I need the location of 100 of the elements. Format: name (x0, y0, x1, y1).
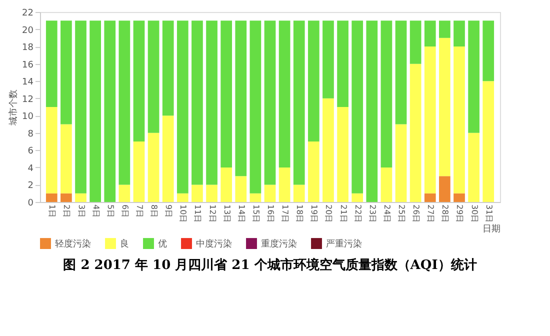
x-tick-label: 3日 (76, 204, 86, 218)
text: 图 2 2017 年 10 月四川省 21 个城市环境空气质量指数（AQI）统计 (63, 257, 477, 273)
x-tick-label: 21日 (338, 204, 348, 223)
bar (192, 184, 203, 202)
bar (133, 142, 145, 202)
x-tick-label: 5日 (106, 204, 115, 218)
bar (118, 20, 130, 185)
bar (352, 20, 364, 194)
bar (176, 193, 188, 202)
y-tick-label: 4 (28, 164, 34, 174)
legend-label: 重度污染 (261, 238, 297, 250)
y-tick-label: 16 (22, 60, 34, 70)
legend-label: 轻度污染 (55, 238, 91, 250)
x-tick-label: 18日 (295, 204, 304, 223)
bar (90, 20, 101, 202)
bar (104, 20, 116, 202)
x-tick-label: 8日 (150, 204, 159, 218)
bar (410, 20, 422, 64)
y-tick-label: 10 (22, 112, 34, 122)
x-tick-label: 11日 (193, 204, 202, 223)
y-tick-label: 20 (22, 26, 34, 36)
bar (454, 193, 465, 202)
legend-label: 严重污染 (326, 238, 362, 250)
x-tick-label: 25日 (397, 204, 406, 223)
legend-label: 优 (158, 238, 167, 250)
bar (322, 20, 334, 98)
bar (337, 107, 348, 202)
bar (278, 20, 290, 168)
bar (293, 20, 305, 185)
bar (264, 184, 276, 202)
bar (454, 20, 465, 47)
bar (395, 20, 407, 124)
x-tick-label: 30日 (470, 204, 479, 223)
x-tick-label: 31日 (484, 204, 494, 223)
bar (206, 20, 218, 185)
x-tick-label: 28日 (440, 204, 450, 223)
bar (264, 20, 276, 185)
bar (235, 176, 247, 202)
bar (308, 142, 320, 202)
bar (439, 176, 450, 202)
bar (220, 20, 232, 168)
bar (308, 20, 320, 142)
bar (322, 98, 334, 202)
bar (395, 124, 407, 202)
legend-label: 中度污染 (196, 238, 232, 250)
bar (46, 107, 58, 194)
bar (380, 167, 392, 202)
bar (60, 193, 72, 202)
bar (162, 116, 174, 202)
legend-label: 良 (120, 238, 129, 250)
bar (468, 20, 480, 133)
x-tick-label: 16日 (266, 204, 275, 223)
y-tick-label: 0 (28, 198, 34, 208)
x-tick-label: 1日 (48, 204, 57, 218)
bar (439, 38, 450, 176)
x-tick-label: 29日 (455, 204, 464, 223)
x-tick-label: 12日 (208, 204, 217, 223)
bar (410, 64, 422, 202)
x-tick-label: 17日 (280, 204, 290, 223)
bar (220, 167, 232, 202)
x-tick-label: 6日 (120, 204, 130, 218)
x-tick-label: 9日 (164, 204, 174, 218)
bar (337, 20, 348, 107)
bar (162, 20, 174, 116)
bar (176, 20, 188, 194)
x-tick-label: 20日 (324, 204, 334, 223)
bar (380, 20, 392, 168)
bar (352, 193, 364, 202)
bar (148, 20, 160, 133)
bar (424, 193, 436, 202)
bar (482, 20, 494, 82)
y-tick-label: 6 (28, 146, 34, 157)
bar (206, 184, 218, 202)
x-tick-label: 10日 (178, 204, 188, 223)
x-tick-label: 19日 (310, 204, 319, 223)
x-tick-label: 24日 (382, 204, 392, 223)
x-tick-label: 26日 (412, 204, 421, 223)
bar (468, 132, 480, 202)
bar (424, 20, 436, 47)
y-tick-label: 8 (28, 129, 34, 140)
bar (250, 20, 262, 194)
bar (235, 20, 247, 176)
x-tick-label: 27日 (426, 204, 436, 223)
bar (133, 20, 145, 142)
x-tick-label: 7日 (134, 204, 144, 218)
bar (60, 20, 72, 124)
bar (118, 184, 130, 202)
bar (250, 193, 262, 202)
x-tick-label: 15日 (251, 204, 260, 223)
bar (293, 184, 305, 202)
x-tick-label: 14日 (236, 204, 246, 223)
bar (439, 20, 450, 38)
bar (75, 193, 86, 202)
y-tick-label: 14 (22, 78, 34, 88)
bar (46, 193, 58, 202)
y-axis-title: 城市个数 (8, 90, 20, 126)
y-tick-label: 22 (22, 8, 34, 18)
bar (148, 132, 160, 202)
bar (60, 124, 72, 194)
x-tick-label: 22日 (353, 204, 362, 223)
